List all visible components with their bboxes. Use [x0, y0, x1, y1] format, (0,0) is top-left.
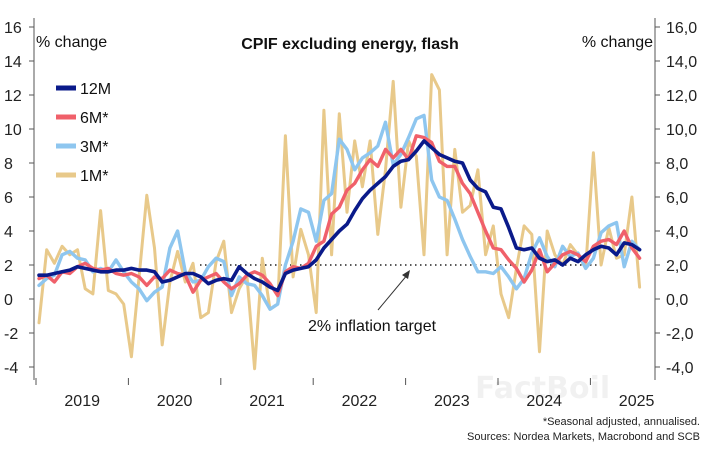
x-tick-label: 2025 [619, 393, 655, 410]
legend-label-1m: 1M* [80, 168, 108, 185]
y-tick-label-right: 4,0 [666, 224, 688, 241]
legend-label-6m: 6M* [80, 110, 108, 127]
x-tick-label: 2021 [249, 393, 285, 410]
y-tick-label-left: 16 [4, 20, 22, 37]
y-tick-label-left: -4 [4, 360, 18, 377]
right-axis-unit-label: % change [582, 34, 653, 51]
legend-label-3m: 3M* [80, 139, 108, 156]
left-axis-unit-label: % change [36, 34, 107, 51]
x-tick-label: 2022 [342, 393, 378, 410]
source-note: Sources: Nordea Markets, Macrobond and S… [467, 431, 700, 443]
x-tick-label: 2024 [526, 393, 562, 410]
y-tick-label-left: 2 [4, 258, 13, 275]
y-tick-label-right: -2,0 [666, 326, 694, 343]
y-tick-label-left: 6 [4, 190, 13, 207]
series-line-3m [37, 113, 642, 311]
y-tick-label-right: 2,0 [666, 258, 688, 275]
y-tick-label-left: -2 [4, 326, 18, 343]
y-tick-label-left: 10 [4, 122, 22, 139]
y-tick-label-right: 14,0 [666, 54, 697, 71]
y-tick-label-right: 8,0 [666, 156, 688, 173]
x-tick-label: 2019 [64, 393, 100, 410]
y-tick-label-left: 12 [4, 88, 22, 105]
y-tick-label-left: 8 [4, 156, 13, 173]
legend-label-12m: 12M [80, 81, 111, 98]
series-line-6m [37, 134, 642, 298]
annotation-arrow-shaft [377, 273, 409, 311]
y-tick-label-right: 6,0 [666, 190, 688, 207]
series-line-12m [37, 139, 642, 293]
y-tick-label-right: 16,0 [666, 20, 697, 37]
y-tick-label-right: 12,0 [666, 88, 697, 105]
y-tick-label-right: 0,0 [666, 292, 688, 309]
y-tick-label-left: 4 [4, 224, 13, 241]
plot-area: 16 16,0 14 14,0 12 12,0 10 10,0 8 8,0 6 6,0 4 4,0 2 2,0… [4, 18, 697, 410]
x-tick-label: 2023 [434, 393, 470, 410]
y-tick-label-right: -4,0 [666, 360, 694, 377]
watermark: FactBoil [475, 371, 610, 406]
y-tick-label-right: 10,0 [666, 122, 697, 139]
inflation-target-annotation: 2% inflation target [308, 318, 437, 335]
footnote: *Seasonal adjusted, annualised. [542, 416, 700, 428]
annotation-arrow-head [402, 270, 410, 279]
y-tick-label-left: 14 [4, 54, 22, 71]
legend: 12M 6M* 3M* 1M* [56, 81, 111, 185]
chart-title: CPIF excluding energy, flash [241, 36, 459, 53]
y-tick-label-left: 0 [4, 292, 13, 309]
x-tick-label: 2020 [157, 393, 193, 410]
